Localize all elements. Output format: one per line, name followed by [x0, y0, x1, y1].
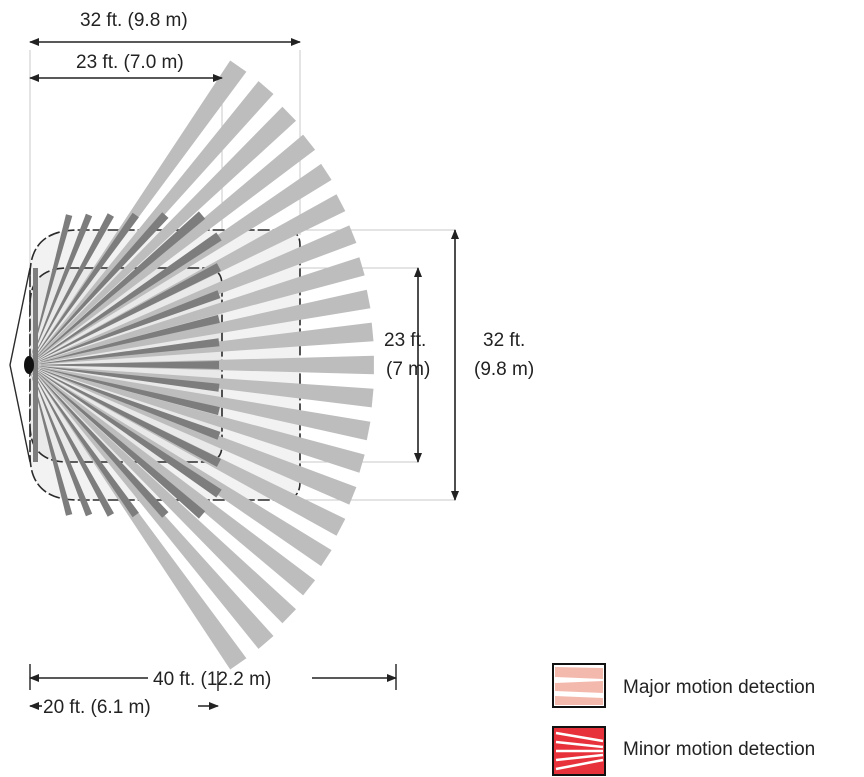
detection-beam-short: [36, 314, 220, 364]
detection-beam-short: [30, 214, 73, 358]
detection-beam-long: [40, 368, 365, 473]
detection-beam-long: [40, 289, 371, 363]
detection-beam-short: [32, 371, 115, 517]
detection-beam-short: [36, 366, 220, 416]
legend: Major motion detection Minor motion dete…: [552, 663, 815, 776]
detection-beam-short: [34, 212, 169, 360]
detection-beam-short: [36, 338, 220, 365]
detection-beam-long: [40, 225, 357, 361]
dimension-label-right-inner-line2: (7 m): [386, 359, 430, 380]
legend-swatch-minor: [552, 726, 606, 776]
dimension-label-bottom-outer: 40 ft. (12.2 m): [153, 669, 271, 690]
sensor-lens: [24, 356, 34, 374]
detection-beam-short: [32, 213, 115, 359]
detection-beam-short: [36, 367, 221, 440]
detection-beam-short: [36, 368, 221, 467]
detection-beam-short: [31, 213, 93, 358]
detection-beam-short: [36, 290, 221, 363]
detection-beam-short: [34, 370, 206, 519]
dimension-label-top-outer: 32 ft. (9.8 m): [80, 10, 188, 31]
dimension-label-bottom-inner: 20 ft. (6.1 m): [43, 697, 151, 718]
detection-beam-short: [33, 371, 139, 518]
detection-beam-long: [38, 372, 316, 596]
detection-beam-short: [34, 370, 169, 518]
detection-beam-short: [36, 263, 221, 362]
detection-beam-long: [40, 369, 357, 505]
sensor-face-bar: [33, 268, 38, 462]
detection-beam-long: [37, 106, 297, 357]
detection-beam-short: [36, 365, 220, 392]
legend-label-major: Major motion detection: [623, 677, 815, 698]
detection-beam-short: [37, 361, 219, 369]
detection-beam-short: [31, 372, 93, 517]
dimension-label-top-inner: 23 ft. (7.0 m): [76, 52, 184, 73]
detection-beam-short: [30, 372, 73, 516]
detection-beam-short: [35, 232, 222, 361]
detection-beam-long: [37, 373, 297, 624]
detection-beams: [30, 60, 374, 670]
legend-label-minor: Minor motion detection: [623, 739, 815, 760]
detection-beam-short: [35, 369, 222, 498]
detection-beam-short: [33, 212, 139, 359]
detection-beam-short: [34, 211, 206, 360]
sensor-housing: [9, 267, 31, 463]
legend-swatch-major: [552, 663, 606, 708]
dimension-label-right-outer-line1: 32 ft.: [483, 330, 525, 351]
dimension-label-right-inner-line1: 23 ft.: [384, 330, 426, 351]
detection-beam-long: [38, 134, 316, 358]
detection-beam-long: [36, 81, 274, 357]
detection-beam-long: [36, 373, 274, 649]
detection-beam-long: [40, 257, 365, 362]
detection-beam-long: [40, 367, 371, 441]
dimension-label-right-outer-line2: (9.8 m): [474, 359, 534, 380]
